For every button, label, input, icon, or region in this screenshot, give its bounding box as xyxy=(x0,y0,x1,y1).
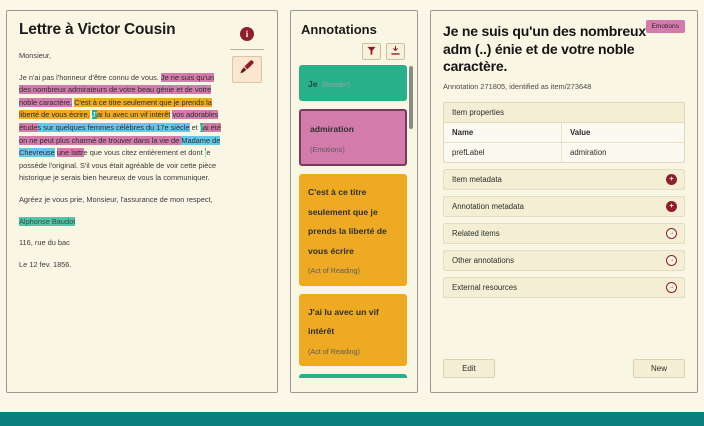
detail-subtitle: Annotation 271805, identified as item/27… xyxy=(443,81,592,91)
annotation-label: J'ai lu avec un vif intérêt xyxy=(308,306,379,337)
letter-paragraph-2: Agréez je vous prie, Monsieur, l'assuran… xyxy=(19,194,213,204)
annotation-category: (Act of Reading) xyxy=(308,266,360,276)
accordion-sections: Item metadata + Annotation metadata + Relate… xyxy=(443,168,685,298)
annotation-label: C'est à ce titre seulement que je prends… xyxy=(308,187,387,256)
annotations-list[interactable]: Je (Reader) admiration (Emotions) C'est à ce… xyxy=(291,65,417,378)
annotation-card[interactable]: admiration (Emotions) xyxy=(299,109,407,167)
column-header-value: Value xyxy=(570,127,591,137)
highlight-work-1[interactable]: s sur quelques xyxy=(37,123,88,133)
highlight-object-1[interactable]: une lattr xyxy=(56,148,84,158)
accordion-row[interactable]: Related items → xyxy=(443,222,685,244)
edit-button[interactable]: Edit xyxy=(443,359,495,378)
scrollbar-track[interactable] xyxy=(409,65,415,378)
letter-paragraph-1: Je n'ai pas l'honneur d'être connu de vo… xyxy=(19,72,224,185)
letter-toolbar: i xyxy=(227,19,267,83)
highlight-author[interactable]: Alphonse Baudot xyxy=(19,216,76,226)
text-plain: e possède l'original. S'il vous était ag… xyxy=(19,148,217,183)
highlighter-tool-button[interactable] xyxy=(232,56,262,83)
annotation-category-line: (Emotions) xyxy=(310,138,396,158)
accordion-label: Item metadata xyxy=(452,174,502,184)
annotations-title: Annotations xyxy=(301,22,377,37)
arrow-right-circle-icon[interactable]: → xyxy=(666,254,677,266)
detail-content: Je ne suis qu'un des nombreux adm (..) é… xyxy=(431,11,697,392)
download-button[interactable] xyxy=(386,43,405,60)
table-header-row: Name Value xyxy=(444,122,684,143)
letter-text: Monsieur, Je n'ai pas l'honneur d'être c… xyxy=(19,50,224,271)
annotation-card[interactable]: J'(Reader) xyxy=(299,374,407,378)
annotation-category: (Act of Reading) xyxy=(308,346,360,356)
accordion-label: Annotation metadata xyxy=(452,201,524,211)
annotation-detail-panel: Je ne suis qu'un des nombreux adm (..) é… xyxy=(430,10,698,393)
item-properties-table: Item properties Name Value prefLabel adm… xyxy=(443,101,685,163)
detail-title: Je ne suis qu'un des nombreux adm (..) é… xyxy=(443,23,646,74)
info-icon[interactable]: i xyxy=(240,27,254,41)
letter-signature: Alphonse Baudot xyxy=(19,216,224,229)
column-header-name: Name xyxy=(444,122,562,142)
letter-salutation: Monsieur, xyxy=(19,51,52,61)
letter-address: 116, rue du bac xyxy=(19,238,70,248)
filter-icon xyxy=(366,43,377,61)
annotations-toolbar xyxy=(291,37,417,65)
cell-property-value: admiration xyxy=(570,147,607,157)
plus-circle-icon[interactable]: + xyxy=(666,173,677,185)
annotations-panel: Annotations Je (Reader) admirati xyxy=(290,10,418,393)
detail-footer: Edit New xyxy=(443,359,685,378)
accordion-row[interactable]: External resources → xyxy=(443,276,685,298)
annotation-label: admiration xyxy=(310,124,354,134)
footer-bar xyxy=(0,412,704,426)
annotation-category-line: (Act of Reading) xyxy=(308,259,398,279)
download-icon xyxy=(390,43,401,61)
text-plain: e que vous citez entièrement et dont xyxy=(83,148,205,158)
accordion-label: Other annotations xyxy=(452,255,514,265)
highlight-act-of-reading-2[interactable]: ai lu avec un vif intérêt xyxy=(96,110,171,120)
highlighter-icon xyxy=(238,58,256,81)
table-row: prefLabel admiration xyxy=(444,142,684,162)
highlight-work-2[interactable]: femmes célèbres du 17e siècle xyxy=(87,123,190,133)
annotation-card[interactable]: Je (Reader) xyxy=(299,65,407,101)
text-plain: Je n'ai pas l'honneur d'être connu de vo… xyxy=(19,72,161,82)
annotation-category-line: (Act of Reading) xyxy=(308,340,398,360)
highlight-reader-1[interactable]: J' xyxy=(91,110,97,120)
toolbar-divider xyxy=(230,49,264,50)
letter-content: Lettre à Victor Cousin Monsieur, Je n'ai… xyxy=(7,11,277,392)
annotation-category: (Emotions) xyxy=(310,144,345,154)
accordion-row[interactable]: Annotation metadata + xyxy=(443,195,685,217)
arrow-right-circle-icon[interactable]: → xyxy=(666,281,677,293)
highlight-reader-3[interactable]: j xyxy=(204,148,207,158)
annotation-category: (Reader) xyxy=(321,80,350,90)
plus-circle-icon[interactable]: + xyxy=(666,200,677,212)
arrow-right-circle-icon[interactable]: → xyxy=(666,227,677,239)
annotation-card-inner: Je (Reader) xyxy=(308,73,350,93)
highlight-reader-2[interactable]: j' xyxy=(199,123,203,133)
annotation-card[interactable]: C'est à ce titre seulement que je prends… xyxy=(299,174,407,286)
annotation-label: Je xyxy=(308,79,318,90)
scrollbar-thumb[interactable] xyxy=(409,66,413,129)
accordion-label: External resources xyxy=(452,282,518,292)
letter-date: Le 12 fev. 1856. xyxy=(19,259,72,269)
filter-button[interactable] xyxy=(362,43,381,60)
accordion-row[interactable]: Item metadata + xyxy=(443,168,685,190)
annotation-card[interactable]: J'ai lu avec un vif intérêt (Act of Readi… xyxy=(299,293,407,367)
cell-property-name: prefLabel xyxy=(444,142,562,162)
accordion-row[interactable]: Other annotations → xyxy=(443,249,685,271)
letter-panel: Lettre à Victor Cousin Monsieur, Je n'ai… xyxy=(6,10,278,393)
new-button[interactable]: New xyxy=(633,359,685,378)
accordion-label: Related items xyxy=(452,228,500,238)
page-title: Lettre à Victor Cousin xyxy=(19,21,176,38)
text-plain: et xyxy=(189,123,200,133)
item-properties-heading: Item properties xyxy=(444,102,684,123)
status-badge: Emotions xyxy=(645,20,685,33)
